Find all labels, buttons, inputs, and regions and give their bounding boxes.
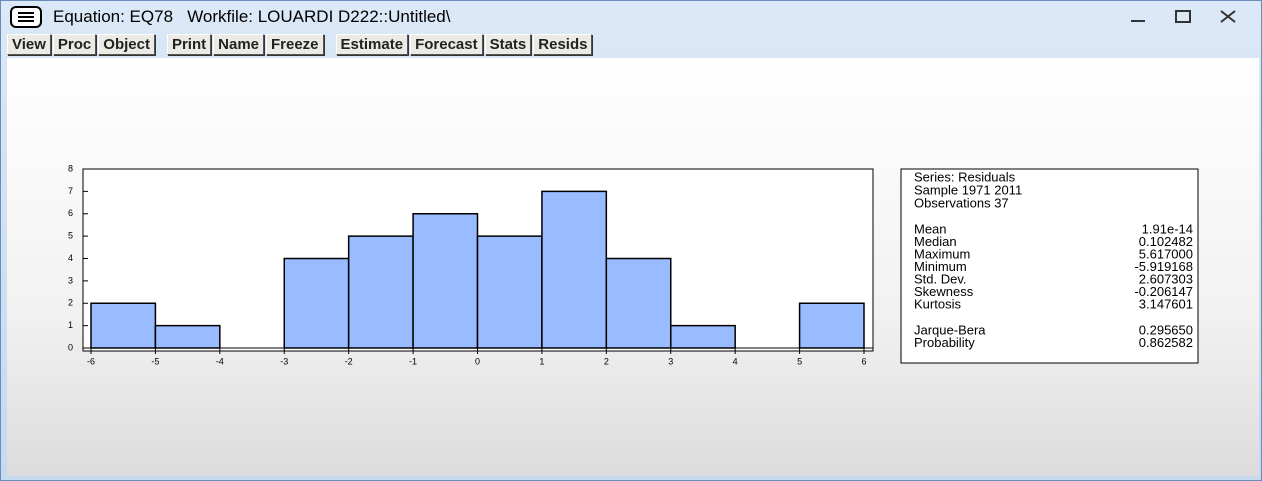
window-title: Equation: EQ78 Workfile: LOUARDI D222::U… (53, 7, 451, 26)
button-group: Print Name Freeze (166, 34, 326, 56)
stat-value: -0.206147 (1134, 284, 1193, 299)
stat-label: Maximum (914, 246, 970, 261)
stat-label: Jarque-Bera (914, 322, 986, 337)
toolbar-button[interactable]: Freeze (266, 34, 324, 55)
x-tick-label: 3 (668, 356, 673, 366)
close-button[interactable] (1220, 10, 1236, 23)
y-tick-label: 6 (68, 208, 73, 218)
y-tick-label: 5 (68, 231, 73, 241)
window-icon (10, 6, 42, 28)
y-tick-label: 7 (68, 186, 73, 196)
stat-label: Median (914, 234, 957, 249)
x-tick-label: 0 (475, 356, 480, 366)
y-tick-label: 8 (68, 163, 73, 173)
bar (541, 190, 608, 349)
stat-value: 1.91e-14 (1142, 221, 1193, 236)
window-controls[interactable] (1121, 3, 1251, 33)
y-tick-label: 2 (68, 298, 73, 308)
y-tick-label: 1 (68, 320, 73, 330)
x-tick-label: -2 (345, 356, 353, 366)
stat-value: 0.862582 (1139, 335, 1193, 350)
toolbar-button[interactable]: Resids (533, 34, 593, 55)
x-tick-label: -4 (216, 356, 224, 366)
bar (605, 257, 672, 349)
stat-value: 3.147601 (1139, 296, 1193, 311)
title-bar: Equation: EQ78 Workfile: LOUARDI D222::U… (1, 1, 1261, 33)
toolbar-button[interactable]: View (7, 34, 51, 55)
bar (90, 302, 157, 349)
stat-label: Kurtosis (914, 296, 961, 311)
stats-header: Observations 37 (914, 195, 1009, 210)
stat-label: Probability (914, 335, 975, 350)
x-tick-label: -1 (409, 356, 417, 366)
bar (283, 257, 350, 349)
stat-value: 5.617000 (1139, 246, 1193, 261)
y-tick-label: 0 (68, 342, 73, 352)
bar (798, 302, 865, 349)
stat-label: Minimum (914, 259, 967, 274)
x-tick-label: 1 (539, 356, 544, 366)
toolbar-button[interactable]: Name (213, 34, 264, 55)
y-tick-label: 4 (68, 253, 73, 263)
stat-label: Mean (914, 221, 947, 236)
button-group: View Proc Object (7, 34, 157, 56)
x-tick-label: 2 (604, 356, 609, 366)
maximize-button[interactable] (1175, 10, 1191, 23)
stat-value: 0.102482 (1139, 234, 1193, 249)
toolbar-button[interactable]: Estimate (335, 34, 409, 55)
toolbar-button[interactable]: Forecast (410, 34, 483, 55)
bar (476, 235, 543, 349)
bar (347, 235, 414, 349)
stat-value: 2.607303 (1139, 271, 1193, 286)
toolbar-button[interactable]: Print (166, 34, 212, 55)
stats-box (900, 168, 1199, 364)
toolbar-button[interactable]: Proc (52, 34, 97, 55)
bar (412, 213, 479, 349)
toolbar-button[interactable]: Stats (484, 34, 532, 55)
content: 0 1 2 3 4 5 6 7 8 -6 -5 -4 -3 -2 -1 0 1 2 3 4 5 6 Series: Resi… (7, 58, 1259, 476)
x-tick-label: -3 (280, 356, 288, 366)
stat-value: 0.295650 (1139, 322, 1193, 337)
stat-label: Skewness (914, 284, 974, 299)
button-group: Estimate Forecast Stats Resids (335, 34, 595, 56)
stat-value: -5.919168 (1134, 259, 1193, 274)
x-tick-label: 4 (733, 356, 738, 366)
bar (670, 324, 736, 349)
x-tick-label: -6 (87, 356, 95, 366)
y-tick-label: 3 (68, 275, 73, 285)
histogram-view: 0 1 2 3 4 5 6 7 8 -6 -5 -4 -3 -2 -1 0 1 2 3 4 5 6 Series: Resi… (68, 163, 1199, 366)
stats-header: Sample 1971 2011 (914, 182, 1022, 197)
stat-label: Std. Dev. (914, 271, 967, 286)
x-tick-label: 6 (861, 356, 866, 366)
toolbar: View Proc Object Print Name Freeze Estimate For… (7, 34, 604, 56)
bar (154, 324, 221, 349)
x-tick-label: -5 (151, 356, 159, 366)
x-tick-label: 5 (797, 356, 802, 366)
toolbar-button[interactable]: Object (98, 34, 155, 55)
stats-header: Series: Residuals (914, 169, 1016, 184)
